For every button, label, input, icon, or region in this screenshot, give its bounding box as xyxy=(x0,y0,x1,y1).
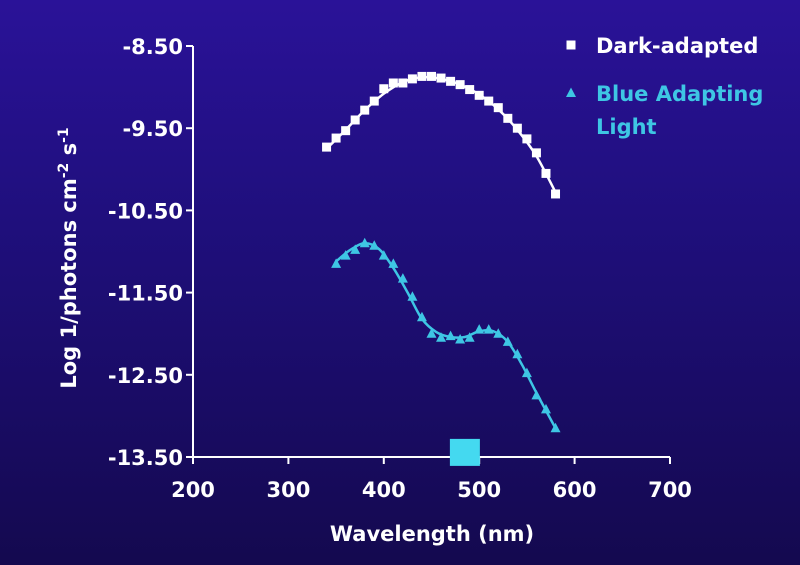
y-tick-label: -10.50 xyxy=(108,199,183,223)
series-1-point xyxy=(331,258,342,268)
y-tick-label: -12.50 xyxy=(108,364,183,388)
x-axis-title: Wavelength (nm) xyxy=(330,522,534,546)
series-1-point xyxy=(474,324,485,334)
y-axis-title-superscript: -1 xyxy=(56,127,72,143)
series-0-point xyxy=(503,113,513,123)
series-0-point xyxy=(541,168,551,178)
series-0-point xyxy=(493,103,503,113)
y-axis-title-part: s xyxy=(57,143,81,163)
series-1-point xyxy=(455,333,466,344)
series-1-point xyxy=(550,422,561,433)
x-tick-label: 600 xyxy=(553,478,597,502)
series-0-point xyxy=(388,78,398,88)
y-tick-label: -8.50 xyxy=(122,35,183,59)
series-1-point xyxy=(350,244,361,254)
series-layer xyxy=(322,71,561,466)
x-tick-label: 700 xyxy=(648,478,692,502)
series-0-point xyxy=(531,148,541,158)
axes: 200 300 400 500 600 700 -8.50 -9.50 -10.50 -11.50… xyxy=(108,35,692,502)
legend: Dark-adapted Blue Adapting Light xyxy=(566,34,763,139)
series-0-point xyxy=(379,84,389,94)
series-1-point xyxy=(378,250,389,260)
series-1-point xyxy=(436,332,447,342)
series-1-point xyxy=(521,367,532,378)
series-1 xyxy=(331,237,561,433)
series-1-point xyxy=(359,237,370,248)
y-tick-label: -9.50 xyxy=(122,117,183,141)
series-0-point xyxy=(369,96,379,106)
series-1-point xyxy=(340,250,351,260)
series-1-point xyxy=(531,389,542,400)
series-1-point xyxy=(388,258,399,268)
series-1-curve xyxy=(335,242,557,429)
legend-label-dark-adapted: Dark-adapted xyxy=(596,34,758,58)
wavelength-marker-box xyxy=(449,438,480,466)
series-1-point xyxy=(512,348,523,359)
series-1-point xyxy=(540,403,551,414)
y-tick-label: -13.50 xyxy=(108,446,183,470)
x-tick-label: 300 xyxy=(266,478,310,502)
legend-label-blue-adapting: Light xyxy=(596,115,657,139)
series-0-point xyxy=(512,123,522,133)
series-0-point xyxy=(398,78,408,88)
series-0-point xyxy=(446,76,456,86)
series-0-point xyxy=(455,80,465,90)
series-1-point xyxy=(426,328,437,338)
series-0-point xyxy=(436,73,446,83)
series-1-point xyxy=(369,240,380,250)
series-0 xyxy=(322,71,561,199)
series-0-point xyxy=(341,126,351,136)
x-tick-label: 400 xyxy=(362,478,406,502)
y-axis-title-part: Log 1/photons cm xyxy=(57,178,81,388)
series-0-point xyxy=(417,71,427,81)
y-tick-label: -11.50 xyxy=(108,282,183,306)
series-0-point xyxy=(322,142,332,152)
series-1-point xyxy=(397,273,408,283)
series-1-point xyxy=(407,291,418,301)
series-0-point xyxy=(331,133,341,143)
series-0-point xyxy=(360,105,370,115)
series-0-point xyxy=(350,115,360,125)
series-1-point xyxy=(464,332,475,342)
series-1-point xyxy=(493,328,504,338)
y-axis-title: Log 1/photons cm-2 s-1 xyxy=(56,127,81,388)
series-1-point xyxy=(502,336,513,346)
series-1-point xyxy=(483,324,494,334)
x-tick-label: 500 xyxy=(457,478,501,502)
series-0-point xyxy=(484,96,494,106)
series-1-point xyxy=(445,330,456,341)
series-0-point xyxy=(407,74,417,84)
series-0-point xyxy=(427,71,436,81)
legend-label-blue-adapting: Blue Adapting xyxy=(596,82,763,106)
series-0-point xyxy=(551,189,561,199)
series-0-point xyxy=(474,90,484,100)
legend-marker-dark-adapted xyxy=(566,40,576,50)
series-1-point xyxy=(416,311,427,322)
y-axis-title-superscript: -2 xyxy=(56,163,72,179)
legend-marker-blue-adapting xyxy=(566,87,576,97)
series-0-point xyxy=(465,85,475,95)
x-tick-label: 200 xyxy=(171,478,215,502)
series-0-curve xyxy=(325,75,557,193)
series-0-point xyxy=(522,134,532,144)
